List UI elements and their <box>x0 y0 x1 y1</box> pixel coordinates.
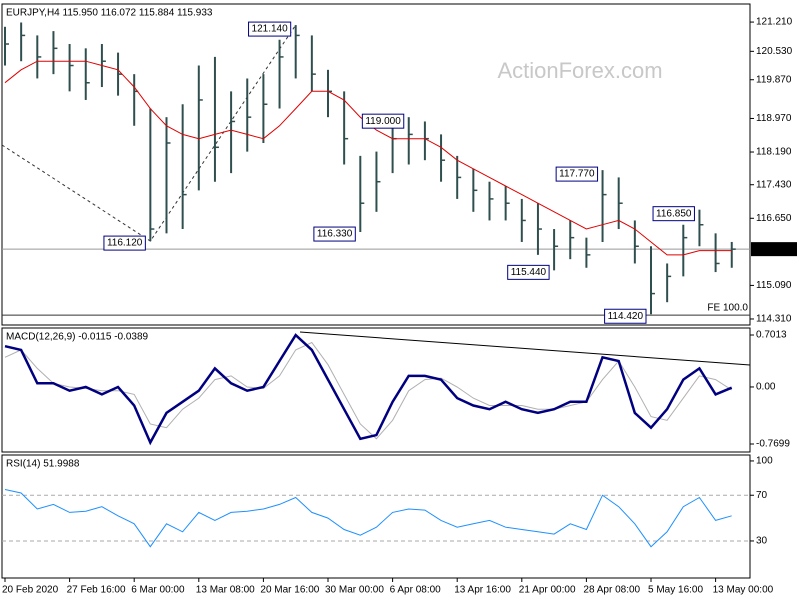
swing-label: 116.330 <box>317 229 353 240</box>
y-tick-label: 120.530 <box>756 46 793 57</box>
label-box <box>313 226 356 242</box>
x-tick-label: 13 Apr 16:00 <box>454 585 511 596</box>
label-box <box>652 206 695 222</box>
line <box>4 60 732 256</box>
y-tick-label: 118.190 <box>756 147 792 158</box>
panel-title: EURJPY,H4 115.950 116.072 115.884 115.93… <box>6 8 213 19</box>
x-tick-label: 30 Mar 00:00 <box>325 585 384 596</box>
label-box <box>103 235 146 251</box>
swing-label: 116.850 <box>656 208 692 219</box>
price-box-label: 115.933 <box>754 244 790 255</box>
y-tick-label: 0.7013 <box>756 330 787 341</box>
line <box>4 341 732 440</box>
label-box <box>248 21 292 37</box>
swing-label: 114.420 <box>608 311 644 322</box>
y-tick-label: 70 <box>756 490 768 501</box>
label-box <box>555 166 599 182</box>
swing-label: 117.770 <box>559 169 595 180</box>
y-tick-label: 100 <box>756 456 773 467</box>
y-tick-label: 116.650 <box>756 213 792 224</box>
macd-panel <box>1 327 751 453</box>
watermark: ActionForex.com <box>497 58 662 83</box>
x-tick-label: 6 Apr 08:00 <box>390 585 442 596</box>
x-tick-label: 20 Mar 16:00 <box>260 585 319 596</box>
x-tick-label: 28 Apr 08:00 <box>583 585 640 596</box>
y-tick-label: 114.310 <box>756 314 792 325</box>
swing-label: 119.000 <box>365 116 401 127</box>
y-tick-label: -0.7699 <box>756 439 790 450</box>
x-tick-label: 5 May 16:00 <box>648 585 703 596</box>
line <box>4 489 732 548</box>
x-tick-label: 6 Mar 00:00 <box>131 585 185 596</box>
x-tick-label: 13 May 00:00 <box>713 585 774 596</box>
swing-label: 121.140 <box>252 24 289 35</box>
panel-title: RSI(14) 51.9988 <box>6 459 80 470</box>
y-tick-label: 115.090 <box>756 280 792 291</box>
y-tick-label: 118.970 <box>756 113 792 124</box>
y-tick-label: 119.870 <box>756 74 792 85</box>
label-box <box>604 308 647 324</box>
level-label: FE 100.0 <box>707 303 748 314</box>
x-tick-label: 27 Feb 16:00 <box>67 585 126 596</box>
swing-label: 115.440 <box>511 267 547 278</box>
label-box <box>507 264 550 280</box>
panel-title: MACD(12,26,9) -0.0115 -0.0389 <box>6 332 149 343</box>
y-tick-label: 117.430 <box>756 179 792 190</box>
price-box <box>751 242 797 257</box>
x-tick-label: 20 Feb 2020 <box>2 585 59 596</box>
line <box>4 333 733 446</box>
swing-label: 116.120 <box>107 238 143 249</box>
label-box <box>361 113 405 129</box>
x-tick-label: 21 Apr 00:00 <box>519 585 576 596</box>
y-tick-label: 30 <box>756 536 768 547</box>
y-tick-label: 121.210 <box>756 17 793 28</box>
x-tick-label: 13 Mar 08:00 <box>196 585 255 596</box>
macd-trendline <box>299 331 751 366</box>
zigzag <box>1 24 297 242</box>
y-tick-label: 0.00 <box>756 382 776 393</box>
price-panel <box>1 3 751 326</box>
rsi-panel <box>1 454 751 579</box>
